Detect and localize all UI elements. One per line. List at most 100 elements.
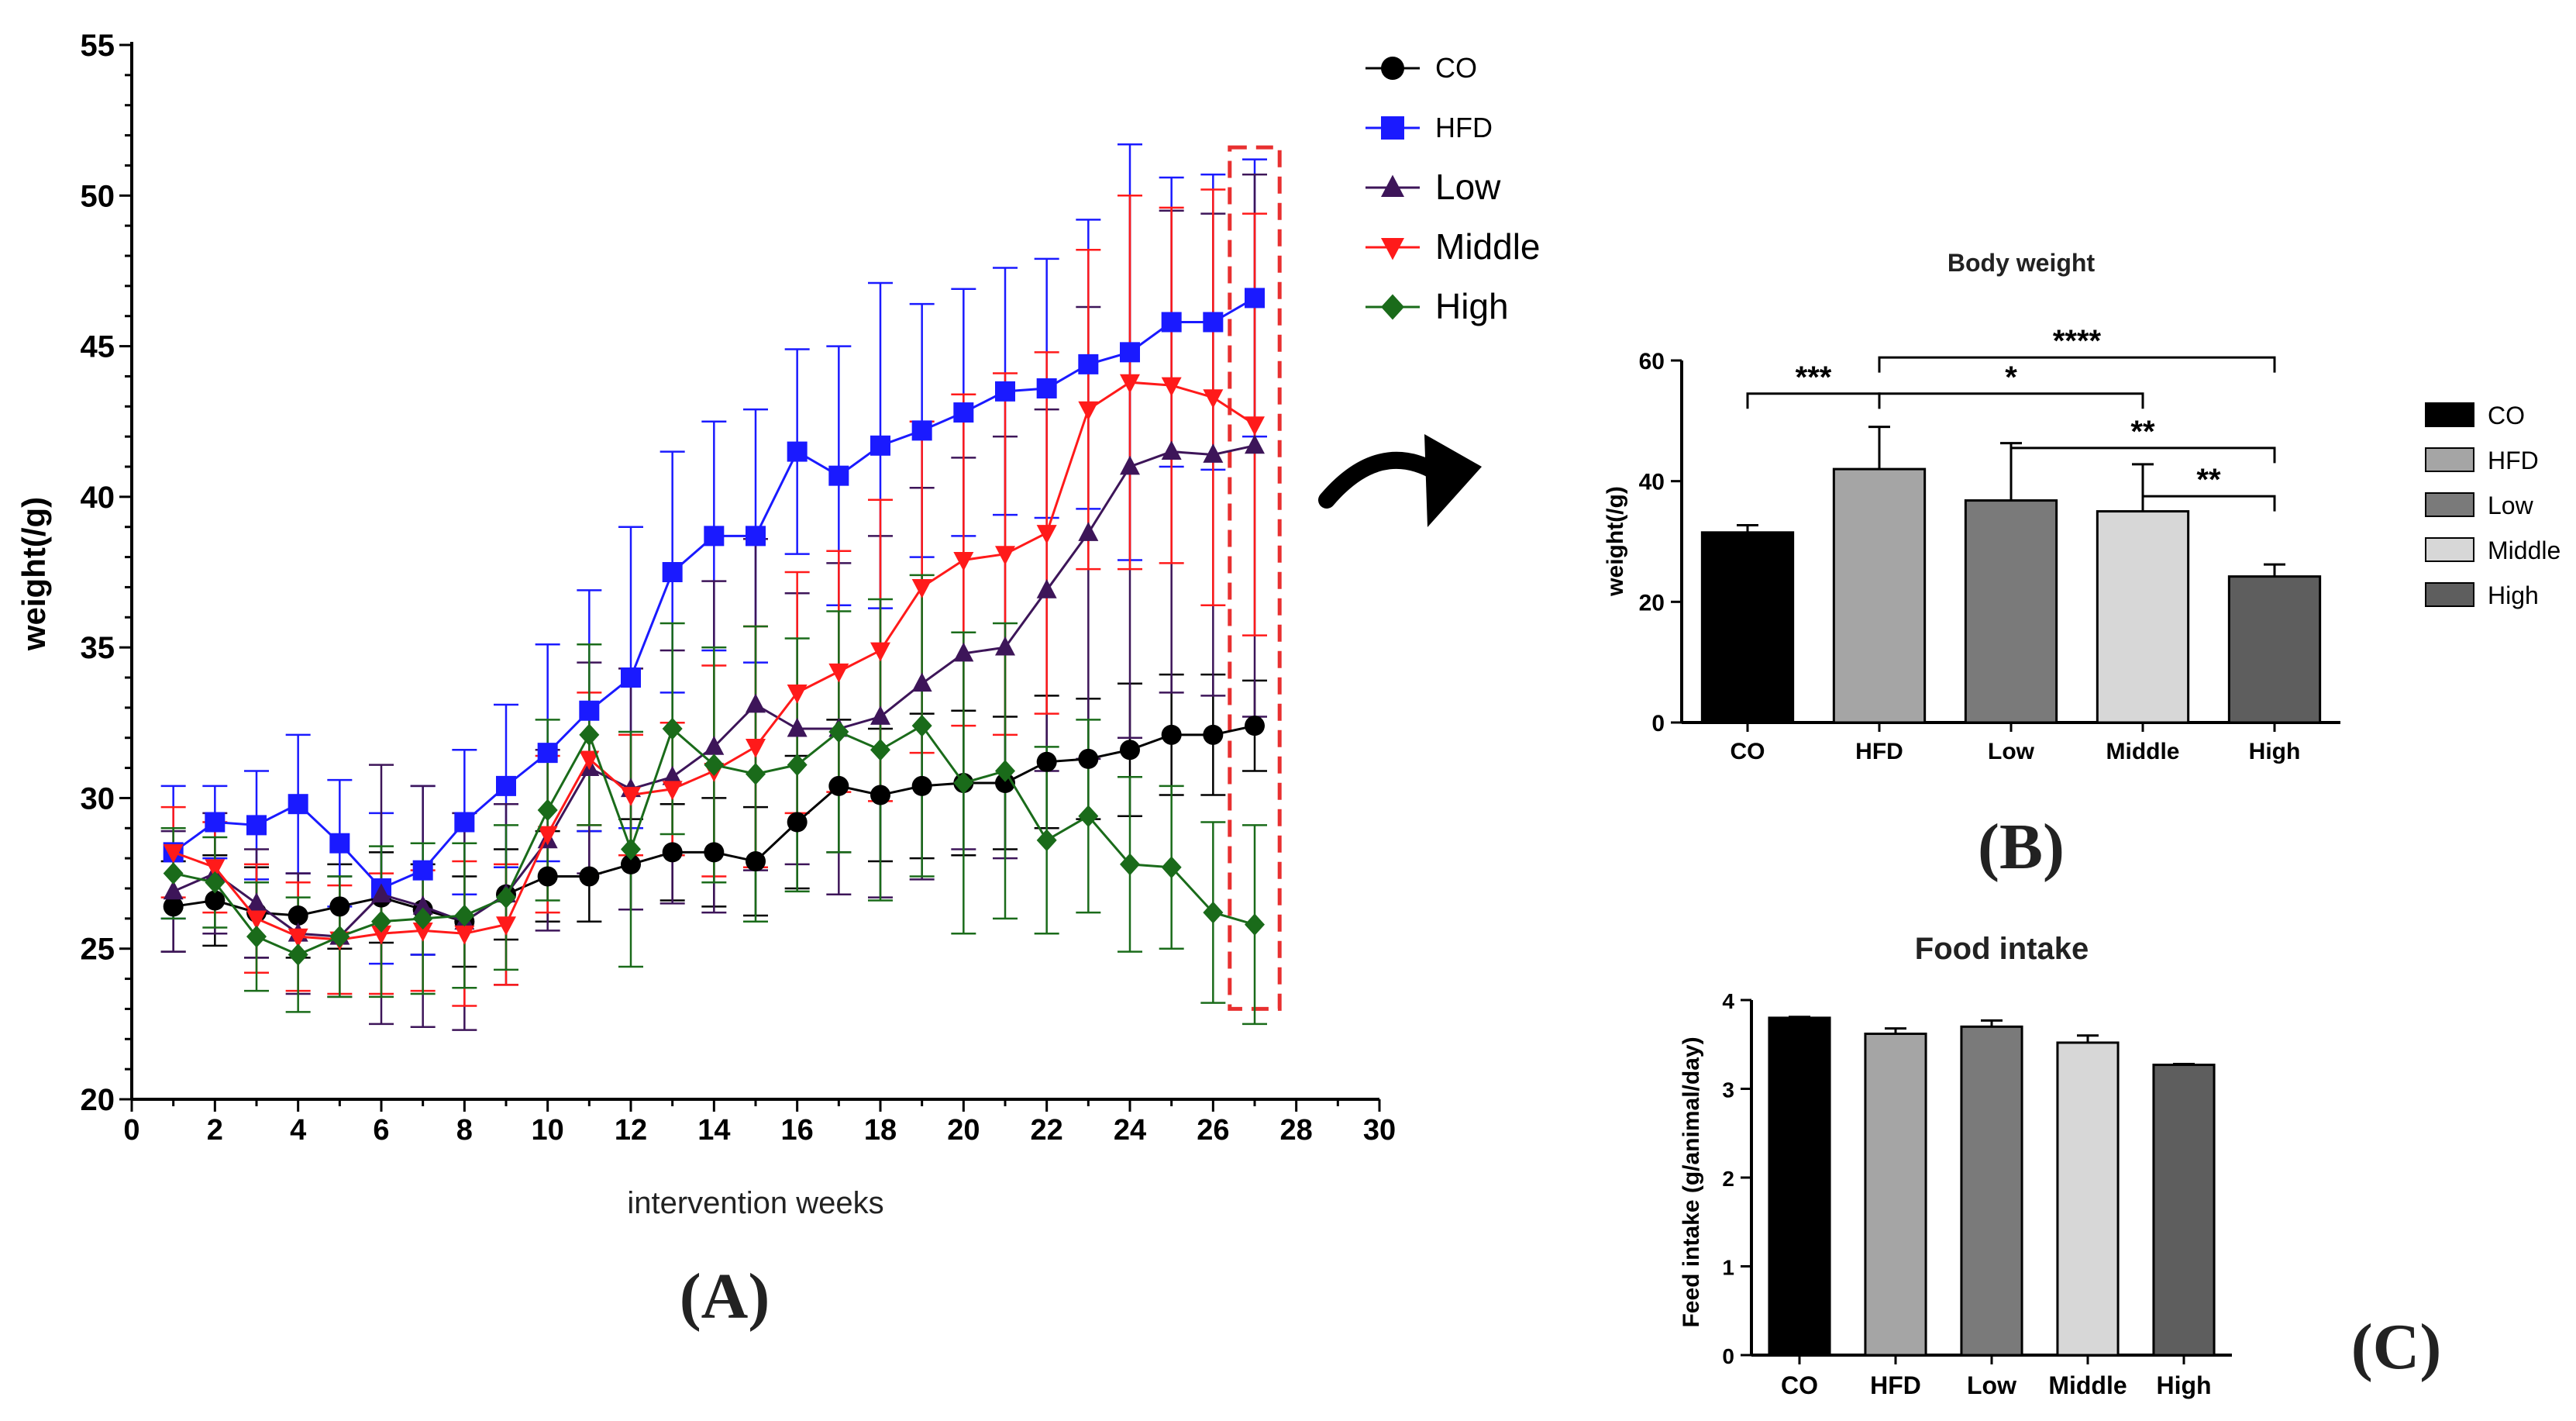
data-point-co	[911, 775, 932, 796]
panel-b-x-tick-label-hfd: HFD	[1855, 739, 1903, 764]
data-point-co	[1203, 724, 1224, 745]
data-point-co	[288, 905, 308, 926]
panel-a-x-tick-label: 28	[1280, 1114, 1313, 1147]
panel-b-y-tick-label: 0	[1651, 711, 1665, 736]
panel-c-title: Food intake	[1915, 932, 2089, 966]
panel-c: Food intake 0 1 2 3 4 CO HFD Low Middle High Feed…	[1679, 932, 2441, 1399]
data-point-high	[704, 754, 725, 776]
data-point-middle	[828, 663, 849, 683]
data-point-high	[537, 798, 558, 822]
data-point-low	[704, 736, 725, 755]
data-point-low	[911, 672, 932, 692]
significance-label: **	[2130, 415, 2155, 449]
data-point-co	[1036, 751, 1057, 772]
significance-bracket	[1746, 392, 1881, 409]
data-point-high	[911, 714, 932, 737]
panel-c-y-tick-label: 1	[1722, 1256, 1734, 1280]
data-point-high	[288, 943, 308, 966]
data-point-co	[329, 896, 350, 917]
panel-c-bar-hfd	[1864, 1033, 1927, 1357]
panel-a-x-tick-label: 0	[123, 1114, 139, 1147]
panel-b-y-tick-label: 20	[1639, 590, 1665, 616]
panel-c-y-tick-label: 4	[1722, 989, 1734, 1013]
panel-a-x-tick-label: 12	[615, 1114, 647, 1147]
data-point-high	[205, 871, 226, 894]
data-point-hfd	[995, 381, 1015, 402]
panel-c-y-axis-label: Feed intake (g/animal/day)	[1679, 1036, 1704, 1327]
legend-swatch-middle	[2425, 537, 2474, 562]
panel-a-label: (A)	[680, 1261, 770, 1333]
data-point-middle	[288, 928, 308, 948]
legend-marker-middle	[1381, 238, 1404, 260]
data-point-middle	[246, 910, 267, 930]
data-point-high	[371, 910, 391, 933]
panel-b-bar-hfd	[1832, 467, 1927, 724]
data-point-low	[1036, 579, 1057, 598]
panel-c-bar-low	[1960, 1025, 2023, 1357]
panel-a-x-tick-label: 22	[1031, 1114, 1063, 1147]
panel-a-x-tick-label: 20	[947, 1114, 980, 1147]
data-point-high	[1161, 856, 1182, 879]
panel-a-x-tick-label: 2	[207, 1114, 223, 1147]
data-point-middle	[454, 925, 475, 945]
data-point-hfd	[1245, 288, 1265, 309]
data-point-middle	[1120, 374, 1140, 394]
panel-c-x-tick-label-middle: Middle	[2048, 1371, 2127, 1399]
data-point-hfd	[911, 420, 932, 441]
data-point-hfd	[329, 833, 350, 854]
data-point-high	[787, 754, 808, 776]
data-point-co	[704, 842, 725, 863]
panel-b-label: (B)	[1978, 811, 2065, 883]
data-point-hfd	[412, 860, 433, 881]
data-point-low	[1078, 522, 1099, 541]
panel-c-bar-co	[1768, 1016, 1831, 1357]
panel-c-x-tick-label-co: CO	[1781, 1371, 1818, 1399]
panel-a-x-tick-label: 10	[532, 1114, 564, 1147]
data-point-co	[746, 851, 766, 872]
legend-label-high: High	[1435, 286, 1509, 326]
legend-label-low: Low	[2488, 491, 2534, 519]
data-point-middle	[205, 859, 226, 879]
panel-c-label: (C)	[2351, 1311, 2442, 1383]
panel-a-x-tick-label: 18	[864, 1114, 897, 1147]
panel-b-bar-low	[1964, 499, 2058, 724]
significance-bracket	[2141, 495, 2276, 512]
data-point-hfd	[1161, 312, 1182, 333]
panel-a-x-tick-label: 24	[1114, 1114, 1146, 1147]
legend-swatch-co	[2425, 402, 2474, 427]
panel-c-x-tick-label-low: Low	[1967, 1371, 2016, 1399]
data-point-high	[621, 838, 641, 861]
data-point-low	[870, 705, 890, 725]
panel-c-bar-middle	[2056, 1041, 2120, 1357]
legend-label-high: High	[2488, 581, 2539, 609]
panel-a-x-axis-label: intervention weeks	[627, 1186, 883, 1220]
data-point-hfd	[496, 775, 516, 796]
data-point-co	[1078, 748, 1099, 769]
panel-b-legend: CO HFD Low Middle High	[2425, 402, 2561, 609]
data-point-high	[329, 925, 350, 948]
panel-c-plot-area: 0 1 2 3 4 CO HFD Low Middle High	[1722, 989, 2232, 1399]
data-point-co	[537, 866, 558, 887]
data-point-low	[662, 765, 683, 785]
panel-b-bar-co	[1700, 531, 1795, 724]
panel-c-y-tick-label: 3	[1722, 1078, 1734, 1102]
data-point-low	[746, 693, 766, 713]
data-point-high	[746, 763, 766, 785]
legend-label-low: Low	[1435, 167, 1501, 207]
data-point-hfd	[621, 667, 641, 688]
data-point-co	[1245, 716, 1265, 736]
data-point-high	[1203, 901, 1224, 924]
data-point-high	[412, 907, 433, 930]
data-point-low	[246, 892, 267, 912]
data-point-middle	[1078, 401, 1099, 421]
panel-a-y-tick-label: 35	[81, 631, 115, 665]
data-point-low	[163, 880, 184, 900]
data-point-middle	[911, 579, 932, 598]
panel-a-x-tick-label: 6	[373, 1114, 389, 1147]
data-point-middle	[579, 750, 600, 771]
data-point-co	[621, 854, 641, 874]
data-point-hfd	[746, 526, 766, 547]
panel-a-y-tick-label: 55	[81, 29, 115, 63]
